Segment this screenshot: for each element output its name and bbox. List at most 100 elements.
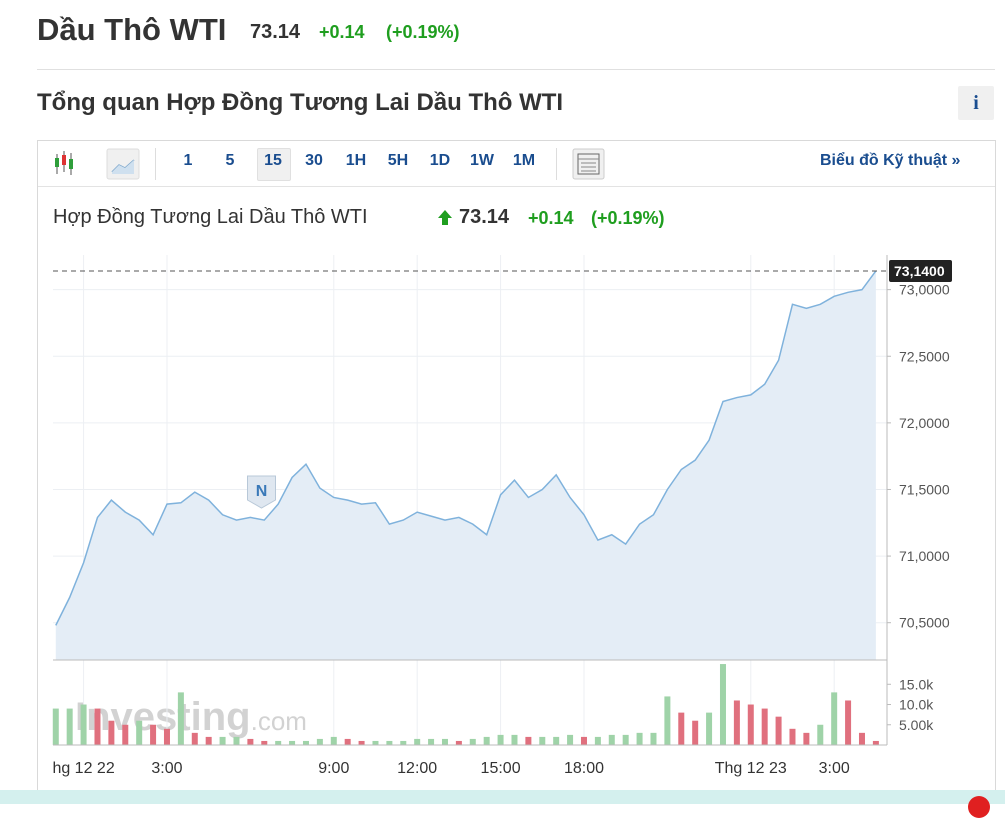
volume-bar — [330, 736, 337, 745]
divider — [155, 148, 156, 180]
x-tick-label: 3:00 — [151, 760, 182, 777]
chart-change: +0.14 — [528, 208, 574, 228]
chart-title: Hợp Đồng Tương Lai Dầu Thô WTI — [53, 206, 368, 228]
volume-bar — [664, 696, 671, 745]
price-line — [55, 270, 877, 626]
volume-bar — [136, 720, 143, 745]
separator — [37, 69, 995, 70]
x-tick-label: hg 12 22 — [52, 760, 114, 777]
y-tick-label: 72,0000 — [899, 415, 950, 431]
interval-button[interactable]: 1 — [183, 152, 193, 169]
news-marker: N — [256, 483, 268, 500]
section-title: Tổng quan Hợp Đồng Tương Lai Dầu Thô WTI — [37, 89, 564, 116]
last-price-box — [889, 259, 952, 282]
volume-bar — [344, 738, 351, 745]
volume-bar — [441, 738, 448, 745]
volume-bar — [386, 740, 393, 745]
interval-button[interactable]: 5 — [225, 152, 235, 169]
watermark-domain: .com — [251, 706, 307, 736]
volume-bar — [497, 734, 504, 745]
volume-bar — [761, 708, 768, 745]
volume-bar — [608, 734, 615, 745]
volume-bar — [428, 738, 435, 745]
volume-bar — [400, 740, 407, 745]
instrument-title: Dầu Thô WTI — [37, 12, 227, 47]
volume-bar — [289, 740, 296, 745]
volume-bar — [358, 740, 365, 745]
price: 73.14 — [250, 21, 301, 43]
notification-badge — [968, 796, 990, 818]
volume-bar — [483, 736, 490, 745]
volume-bar — [831, 692, 838, 745]
volume-bar — [94, 708, 101, 745]
volume-bar — [150, 724, 157, 745]
bottom-banner — [0, 790, 1005, 804]
divider — [556, 148, 557, 180]
volume-bar — [706, 712, 713, 745]
volume-bar — [567, 734, 574, 745]
x-tick-label: 15:00 — [481, 760, 521, 777]
active-interval-bg — [257, 148, 291, 181]
toolbar-border — [38, 186, 995, 187]
chart: Investing.com 70,5000 71,0000 71,5000 72,000… — [52, 255, 952, 777]
y-tick-label: 73,0000 — [899, 282, 950, 298]
y-tick-label: 71,0000 — [899, 548, 950, 564]
volume-bar — [122, 724, 129, 745]
up-arrow — [438, 210, 452, 225]
volume-bar — [525, 736, 532, 745]
x-tick-label: 3:00 — [819, 760, 850, 777]
y2-tick-label: 5.00k — [899, 717, 934, 733]
volume-bar — [733, 700, 740, 745]
volume-bar — [247, 738, 254, 745]
layout-icon[interactable] — [572, 148, 606, 180]
y2-tick-label: 10.0k — [899, 697, 934, 713]
info-button[interactable]: i — [958, 86, 994, 120]
volume-bar — [163, 728, 170, 745]
volume-bar — [511, 734, 518, 745]
interval-button[interactable]: 15 — [264, 152, 282, 169]
volume-bar — [872, 740, 879, 745]
technical-chart-link[interactable]: Biểu đồ Kỹ thuật » — [820, 152, 961, 169]
volume-bar — [845, 700, 852, 745]
last-price-label: 73,1400 — [894, 263, 945, 279]
volume-bar — [858, 732, 865, 745]
volume-bar — [302, 740, 309, 745]
x-tick-label: 12:00 — [397, 760, 437, 777]
x-tick-label: Thg 12 23 — [715, 760, 787, 777]
news-flag — [247, 475, 276, 509]
volume-bar — [692, 720, 699, 745]
volume-bar — [580, 736, 587, 745]
y-tick-label: 72,5000 — [899, 348, 950, 364]
watermark-brand: Investing — [75, 695, 251, 739]
interval-button[interactable]: 1W — [470, 152, 494, 169]
x-tick-label: 18:00 — [564, 760, 604, 777]
volume-bar — [469, 738, 476, 745]
price-area — [55, 270, 876, 660]
interval-button[interactable]: 30 — [305, 152, 323, 169]
volume-bar — [66, 708, 73, 745]
volume-bar — [775, 716, 782, 745]
volume-bar — [191, 732, 198, 745]
volume-bar — [594, 736, 601, 745]
interval-button[interactable]: 1H — [345, 152, 367, 169]
volume-bar — [316, 738, 323, 745]
volume-bar — [261, 740, 268, 745]
y2-tick-label: 15.0k — [899, 676, 934, 692]
volume-bar — [539, 736, 546, 745]
interval-button[interactable]: 5H — [387, 152, 409, 169]
volume-bar — [219, 736, 226, 745]
chart-type-icons — [55, 148, 140, 180]
volume-bar — [803, 732, 810, 745]
interval-button[interactable]: 1M — [512, 152, 536, 169]
volume-bar — [80, 704, 87, 745]
volume-bar — [789, 728, 796, 745]
volume-bar — [205, 736, 212, 745]
y-tick-label: 70,5000 — [899, 615, 950, 631]
chart-price: 73.14 — [459, 206, 510, 228]
change-pct: (+0.19%) — [386, 22, 460, 42]
x-tick-label: 9:00 — [318, 760, 349, 777]
volume-bar — [747, 704, 754, 745]
interval-button[interactable]: 1D — [429, 152, 451, 169]
volume-bar — [678, 712, 685, 745]
